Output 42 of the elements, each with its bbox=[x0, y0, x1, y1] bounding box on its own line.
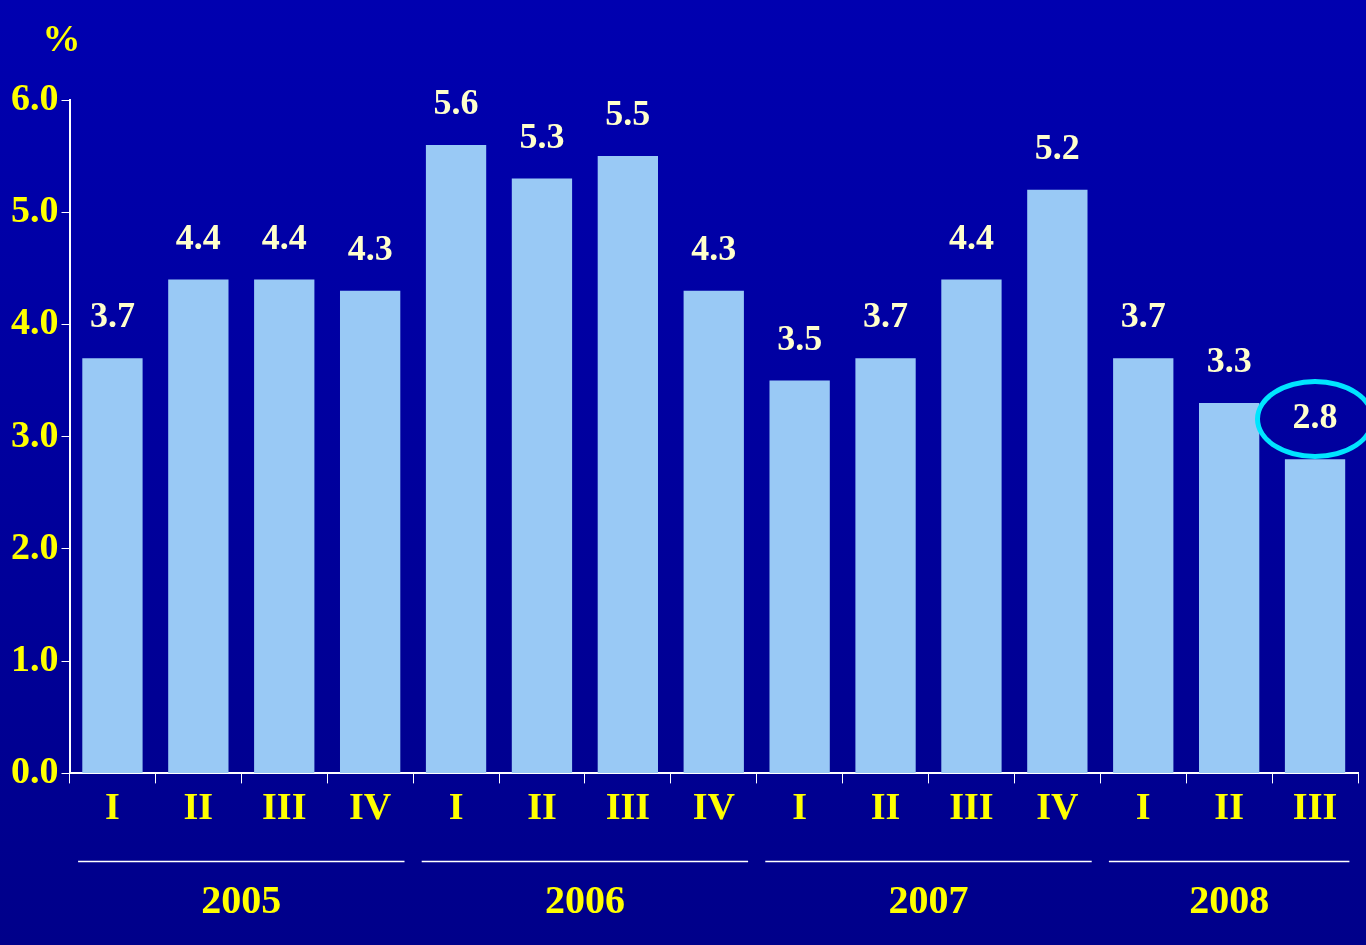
x-tick-label: III bbox=[262, 785, 307, 828]
x-tick-label: I bbox=[448, 785, 464, 828]
x-tick-label: III bbox=[1292, 785, 1338, 828]
data-label: 5.2 bbox=[1034, 127, 1080, 168]
y-tick-label: 4.0 bbox=[11, 300, 59, 343]
data-label: 4.4 bbox=[948, 216, 994, 257]
data-label: 4.4 bbox=[175, 216, 221, 257]
y-tick-label: 6.0 bbox=[11, 75, 59, 118]
x-tick-label: IV bbox=[1036, 785, 1080, 828]
x-tick-label: I bbox=[792, 785, 808, 828]
data-label: 3.7 bbox=[863, 295, 909, 336]
x-tick-label: II bbox=[183, 785, 214, 828]
x-tick-label: III bbox=[949, 785, 994, 828]
text: 2006 bbox=[544, 877, 625, 923]
text: 2007 bbox=[888, 877, 969, 923]
x-tick-label: II bbox=[870, 785, 901, 828]
data-label: 3.3 bbox=[1206, 340, 1252, 381]
x-tick-label: I bbox=[1135, 785, 1151, 828]
x-tick-label: IV bbox=[692, 785, 736, 828]
data-label: 5.5 bbox=[605, 93, 651, 134]
y-tick-label: 1.0 bbox=[11, 636, 59, 679]
y-axis-title: % bbox=[42, 16, 81, 59]
data-label: 3.5 bbox=[777, 317, 823, 358]
data-label: 3.7 bbox=[89, 295, 135, 336]
data-label: 4.3 bbox=[347, 228, 393, 269]
y-tick-label: 2.0 bbox=[11, 524, 59, 567]
y-tick-label: 3.0 bbox=[11, 412, 59, 455]
y-tick-label: 0.0 bbox=[11, 749, 59, 792]
x-tick-label: IV bbox=[349, 785, 392, 828]
data-label: 4.3 bbox=[691, 228, 737, 269]
data-label: 5.6 bbox=[433, 82, 479, 123]
data-label: 4.4 bbox=[261, 216, 307, 257]
text: 2005 bbox=[201, 877, 282, 923]
x-tick-label: II bbox=[1214, 785, 1244, 828]
x-tick-label: III bbox=[605, 785, 651, 828]
y-tick-label: 5.0 bbox=[11, 188, 59, 231]
data-label: 3.7 bbox=[1120, 295, 1166, 336]
x-tick-label: II bbox=[527, 785, 557, 828]
text: 2008 bbox=[1189, 877, 1270, 923]
x-tick-label: I bbox=[105, 785, 120, 828]
data-label: 2.8 bbox=[1292, 396, 1338, 437]
data-label: 5.3 bbox=[519, 115, 565, 156]
